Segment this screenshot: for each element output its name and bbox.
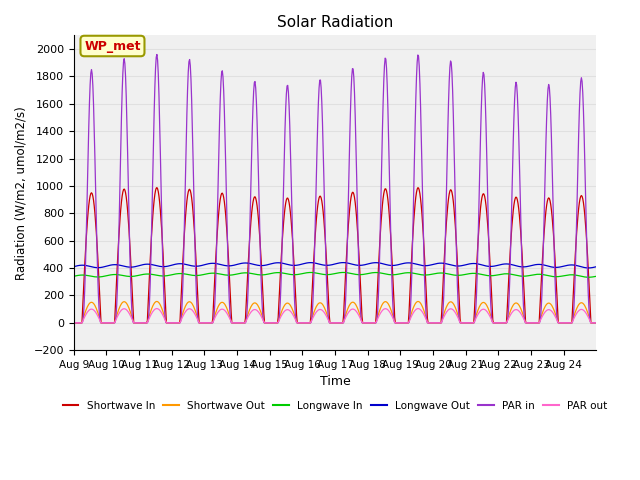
Legend: Shortwave In, Shortwave Out, Longwave In, Longwave Out, PAR in, PAR out: Shortwave In, Shortwave Out, Longwave In…	[58, 396, 612, 415]
Title: Solar Radiation: Solar Radiation	[277, 15, 393, 30]
PAR out	[254, 308, 262, 314]
Shortwave Out	[131, 320, 139, 326]
Longwave Out	[584, 265, 592, 271]
Longwave In	[131, 273, 139, 279]
Text: WP_met: WP_met	[84, 39, 141, 52]
Longwave Out	[227, 263, 235, 269]
Line: Longwave In: Longwave In	[74, 273, 596, 277]
PAR in	[254, 143, 262, 149]
PAR out	[593, 320, 600, 326]
Longwave In	[585, 275, 593, 280]
Longwave In	[273, 270, 281, 276]
PAR out	[228, 320, 236, 326]
Longwave In	[419, 272, 426, 278]
PAR in	[390, 311, 397, 316]
PAR in	[70, 320, 77, 326]
Shortwave In	[228, 320, 236, 326]
Shortwave In	[419, 221, 426, 227]
Shortwave Out	[390, 314, 397, 320]
Longwave Out	[339, 260, 347, 265]
Shortwave In	[254, 209, 262, 215]
Line: Shortwave In: Shortwave In	[74, 188, 596, 323]
Longwave In	[70, 274, 77, 279]
Line: Shortwave Out: Shortwave Out	[74, 301, 596, 323]
PAR out	[390, 316, 397, 322]
Shortwave In	[153, 185, 161, 191]
Shortwave Out	[228, 320, 236, 326]
Line: Longwave Out: Longwave Out	[74, 263, 596, 268]
PAR out	[153, 306, 161, 312]
PAR in	[228, 320, 236, 326]
PAR in	[131, 320, 139, 326]
PAR out	[274, 320, 282, 326]
Shortwave Out	[254, 302, 262, 308]
PAR in	[593, 320, 600, 326]
PAR out	[131, 320, 139, 326]
Line: PAR in: PAR in	[74, 55, 596, 323]
Longwave In	[253, 272, 261, 277]
Shortwave Out	[70, 320, 77, 326]
PAR in	[419, 197, 426, 203]
Y-axis label: Radiation (W/m2, umol/m2/s): Radiation (W/m2, umol/m2/s)	[15, 106, 28, 280]
PAR out	[419, 310, 426, 315]
Shortwave Out	[593, 320, 600, 326]
Longwave Out	[131, 264, 139, 270]
Longwave Out	[273, 260, 281, 265]
Shortwave In	[593, 320, 600, 326]
Longwave In	[593, 274, 600, 279]
Shortwave Out	[153, 299, 161, 304]
PAR out	[70, 320, 77, 326]
Longwave In	[339, 270, 347, 276]
PAR in	[274, 320, 282, 326]
Longwave Out	[253, 262, 261, 268]
Shortwave In	[131, 320, 139, 326]
Longwave In	[227, 272, 235, 278]
Longwave Out	[70, 264, 77, 270]
Shortwave In	[70, 320, 77, 326]
Shortwave In	[390, 285, 397, 290]
Longwave Out	[390, 263, 397, 268]
Shortwave In	[274, 320, 282, 326]
Longwave Out	[419, 263, 426, 268]
PAR in	[153, 52, 161, 58]
Line: PAR out: PAR out	[74, 309, 596, 323]
Longwave In	[390, 272, 397, 277]
Shortwave Out	[419, 304, 426, 310]
X-axis label: Time: Time	[320, 375, 351, 388]
Longwave Out	[593, 264, 600, 270]
Shortwave Out	[274, 320, 282, 326]
